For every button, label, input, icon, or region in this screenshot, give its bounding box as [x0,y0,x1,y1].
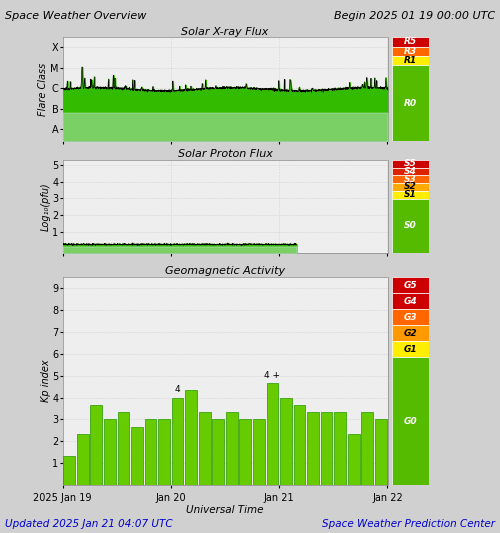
Bar [392,168,429,175]
Bar [131,426,143,485]
Bar [307,412,319,485]
Bar [392,56,429,66]
Text: 4: 4 [175,385,180,394]
Text: R1: R1 [404,56,417,65]
Text: G5: G5 [404,281,417,289]
Bar [392,277,429,293]
Bar [90,405,102,485]
Bar [212,419,224,485]
Bar [334,412,346,485]
Bar [118,412,130,485]
Bar [392,357,429,485]
Bar [392,293,429,309]
Bar [320,412,332,485]
Text: S4: S4 [404,167,416,176]
Text: S0: S0 [404,221,416,230]
Bar [392,183,429,191]
Bar [392,199,429,253]
Text: S5: S5 [404,159,416,168]
Bar [388,426,400,485]
X-axis label: Universal Time: Universal Time [186,505,264,515]
Bar [266,383,278,485]
Bar [392,47,429,56]
Bar [77,434,88,485]
Bar [280,398,292,485]
Bar [144,419,156,485]
Bar [64,456,75,485]
Title: Solar X-ray Flux: Solar X-ray Flux [182,27,268,37]
Text: G4: G4 [404,297,417,305]
Bar [199,412,210,485]
Bar [392,37,429,47]
Text: G2: G2 [404,329,417,338]
Text: S2: S2 [404,182,416,191]
Title: Geomagnetic Activity: Geomagnetic Activity [165,266,285,277]
Bar [172,398,183,485]
Text: 4 +: 4 + [264,370,280,379]
Bar [392,191,429,199]
Text: R3: R3 [404,47,417,56]
Bar [392,66,429,141]
Bar [392,325,429,341]
Bar [392,175,429,183]
Bar [362,412,373,485]
Bar [375,419,386,485]
Text: Space Weather Overview: Space Weather Overview [5,11,146,21]
Y-axis label: Log₁₀(pfu): Log₁₀(pfu) [40,182,50,231]
Bar [158,419,170,485]
Bar [253,419,264,485]
Title: Solar Proton Flux: Solar Proton Flux [178,149,272,159]
Bar [104,419,116,485]
Text: S1: S1 [404,190,416,199]
Text: G1: G1 [404,345,417,354]
Bar [186,390,197,485]
Bar [294,405,306,485]
Bar [392,309,429,325]
Y-axis label: Kp index: Kp index [40,360,50,402]
Text: Space Weather Prediction Center: Space Weather Prediction Center [322,519,495,529]
Text: S3: S3 [404,175,416,184]
Text: R5: R5 [404,37,417,46]
Y-axis label: Flare Class: Flare Class [38,63,48,116]
Bar [392,160,429,168]
Bar [226,412,237,485]
Bar [348,434,360,485]
Bar [392,341,429,357]
Text: G0: G0 [404,417,417,426]
Text: R0: R0 [404,99,417,108]
Text: G3: G3 [404,313,417,322]
Bar [240,419,251,485]
Text: Updated 2025 Jan 21 04:07 UTC: Updated 2025 Jan 21 04:07 UTC [5,519,172,529]
Text: Begin 2025 01 19 00:00 UTC: Begin 2025 01 19 00:00 UTC [334,11,495,21]
